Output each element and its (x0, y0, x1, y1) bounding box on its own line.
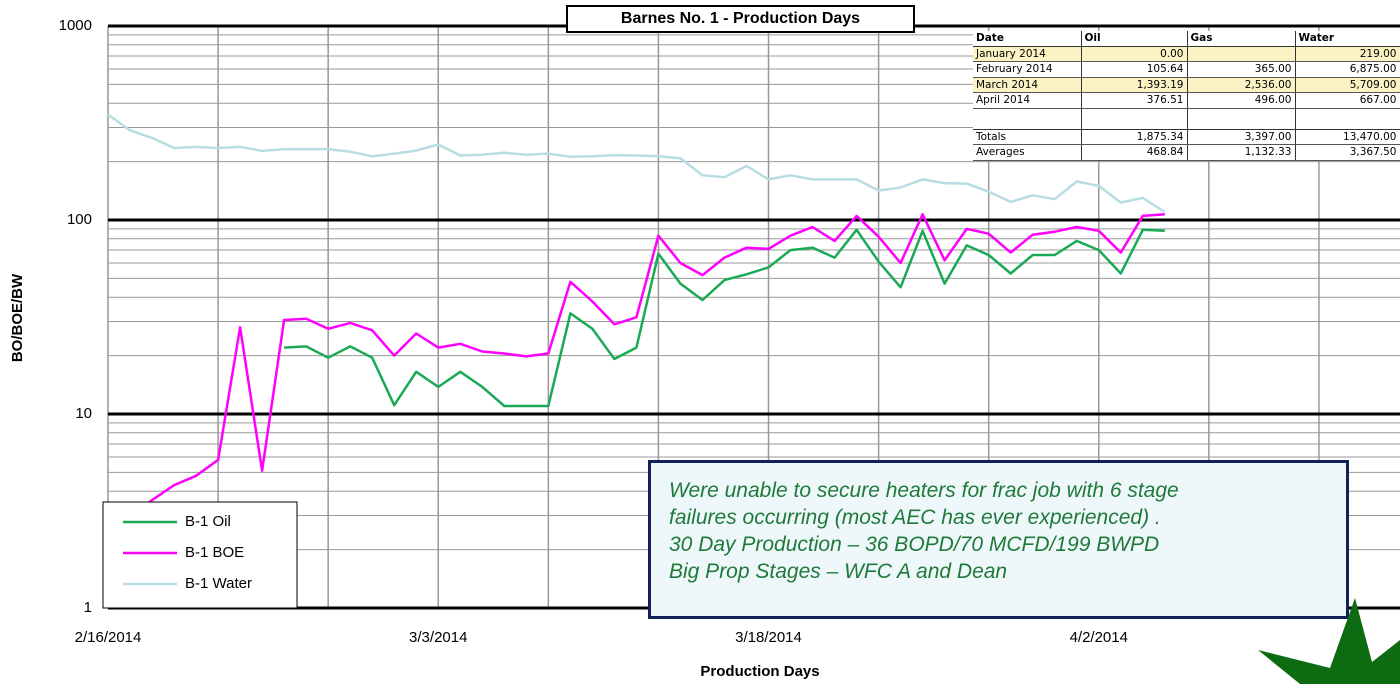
table-header-row: Date Oil Gas Water (973, 31, 1400, 47)
table-spacer-cell (973, 108, 1082, 130)
annotation-line: failures occurring (most AEC has ever ex… (669, 506, 1161, 529)
table-summary-row: Averages 468.84 1,132.33 3,367.50 (973, 144, 1400, 161)
x-tick-label: 3/18/2014 (735, 629, 802, 646)
annotation-box: Were unable to secure heaters for frac j… (648, 460, 1349, 619)
legend-label: B-1 Oil (185, 513, 231, 530)
series-line (129, 213, 1165, 517)
y-tick-label: 10 (75, 405, 92, 422)
table-cell (1187, 46, 1296, 62)
table: Date Oil Gas Water January 2014 0.00 219.00 Feb… (973, 31, 1400, 161)
table-cell: 5,709.00 (1295, 77, 1400, 93)
table-cell: April 2014 (973, 92, 1082, 109)
table-spacer (973, 108, 1400, 130)
y-tick-label: 1 (84, 599, 92, 616)
table-cell: February 2014 (973, 61, 1082, 78)
table-cell: 3,397.00 (1187, 129, 1296, 145)
annotation-line: Big Prop Stages – WFC A and Dean (669, 560, 1008, 583)
table-cell: 468.84 (1081, 144, 1188, 161)
table-cell: 376.51 (1081, 92, 1188, 109)
x-tick-label: 3/3/2014 (409, 629, 467, 646)
table-cell: 105.64 (1081, 61, 1188, 78)
summary-table: Date Oil Gas Water January 2014 0.00 219.00 Feb… (973, 31, 1400, 161)
legend-label: B-1 Water (185, 575, 252, 592)
table-cell: 667.00 (1295, 92, 1400, 109)
table-row: January 2014 0.00 219.00 (973, 46, 1400, 62)
table-cell: 2,536.00 (1187, 77, 1296, 93)
table-header-cell: Water (1295, 31, 1400, 47)
x-tick-label: 2/16/2014 (75, 629, 142, 646)
y-tick-label: 1000 (59, 17, 92, 34)
table-cell: January 2014 (973, 46, 1082, 62)
chart-title: Barnes No. 1 - Production Days (566, 5, 915, 33)
table-row: March 2014 1,393.19 2,536.00 5,709.00 (973, 77, 1400, 93)
x-axis-label: Production Days (700, 663, 819, 680)
table-spacer-cell (1295, 108, 1400, 130)
table-cell: 365.00 (1187, 61, 1296, 78)
series-line (284, 228, 1165, 408)
annotation-line: 30 Day Production – 36 BOPD/70 MCFD/199 … (669, 533, 1160, 556)
y-axis-label: BO/BOE/BW (9, 273, 26, 362)
legend-label: B-1 BOE (185, 544, 244, 561)
table-row: February 2014 105.64 365.00 6,875.00 (973, 61, 1400, 78)
table-spacer-cell (1187, 108, 1296, 130)
table-cell: Totals (973, 129, 1082, 145)
annotation-line: Were unable to secure heaters for frac j… (669, 479, 1179, 502)
table-cell: March 2014 (973, 77, 1082, 93)
y-tick-label: 100 (67, 211, 92, 228)
table-spacer-cell (1081, 108, 1188, 130)
series-line (107, 113, 1166, 214)
table-cell: 3,367.50 (1295, 144, 1400, 161)
table-cell: 6,875.00 (1295, 61, 1400, 78)
table-cell: 1,875.34 (1081, 129, 1188, 145)
legend-box (102, 501, 298, 609)
x-tick-label: 4/2/2014 (1070, 629, 1128, 646)
table-header-cell: Oil (1081, 31, 1188, 47)
table-header-cell: Gas (1187, 31, 1296, 47)
table-cell: 1,132.33 (1187, 144, 1296, 161)
table-cell: 496.00 (1187, 92, 1296, 109)
table-cell: 219.00 (1295, 46, 1400, 62)
table-header-cell: Date (973, 31, 1082, 47)
table-summary-row: Totals 1,875.34 3,397.00 13,470.00 (973, 129, 1400, 145)
table-cell: 0.00 (1081, 46, 1188, 62)
table-cell: Averages (973, 144, 1082, 161)
table-cell: 1,393.19 (1081, 77, 1188, 93)
table-cell: 13,470.00 (1295, 129, 1400, 145)
table-row: April 2014 376.51 496.00 667.00 (973, 92, 1400, 109)
